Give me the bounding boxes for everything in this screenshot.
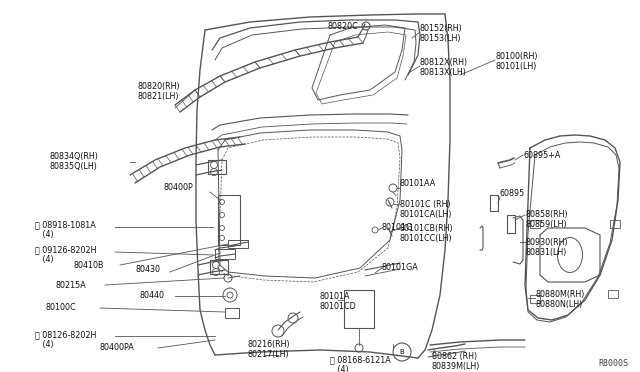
Text: 80216(RH)
80217(LH): 80216(RH) 80217(LH) [248,340,291,359]
Text: Ⓑ 08126-8202H
   (4): Ⓑ 08126-8202H (4) [35,330,97,349]
Text: 80930(RH)
80831(LH): 80930(RH) 80831(LH) [525,238,568,257]
Bar [228,240,248,248]
Text: 80820C: 80820C [328,22,359,31]
Text: 80152(RH)
80153(LH): 80152(RH) 80153(LH) [420,24,463,44]
Text: 60895: 60895 [500,189,525,198]
Bar [225,308,239,318]
Text: 80400P: 80400P [163,183,193,192]
Bar [218,195,240,245]
Text: ⓝ 08918-1081A
   (4): ⓝ 08918-1081A (4) [35,220,96,240]
Text: 80410B: 80410B [73,260,104,269]
Text: 80820(RH)
80821(LH): 80820(RH) 80821(LH) [138,82,180,102]
Bar [608,290,618,298]
Text: 80400PA: 80400PA [100,343,135,353]
Bar [208,160,226,174]
Bar [530,220,540,228]
Text: 80101CB(RH)
80101CC(LH): 80101CB(RH) 80101CC(LH) [400,224,454,243]
Text: 80100(RH)
80101(LH): 80100(RH) 80101(LH) [495,52,538,71]
Text: 80215A: 80215A [55,280,86,289]
Text: Ⓑ 09126-8202H
   (4): Ⓑ 09126-8202H (4) [35,245,97,264]
Text: 80834Q(RH)
80835Q(LH): 80834Q(RH) 80835Q(LH) [50,152,99,171]
Text: 60895+A: 60895+A [523,151,561,160]
Text: 80880M(RH)
80880N(LH): 80880M(RH) 80880N(LH) [535,290,584,310]
Text: R8000S: R8000S [598,359,628,368]
Text: 80101GA: 80101GA [382,263,419,273]
Bar [490,195,498,211]
Text: 80430: 80430 [135,265,160,274]
Text: 80812X(RH)
80813X(LH): 80812X(RH) 80813X(LH) [420,58,468,77]
Text: Ⓑ 08168-6121A
   (4): Ⓑ 08168-6121A (4) [330,355,391,372]
Text: 80101G: 80101G [382,224,413,232]
Text: 80100C: 80100C [45,304,76,312]
Text: 80858(RH)
80859(LH): 80858(RH) 80859(LH) [525,210,568,230]
Text: 80101C (RH)
80101CA(LH): 80101C (RH) 80101CA(LH) [400,200,452,219]
Text: 80440: 80440 [140,292,165,301]
Bar [530,295,540,303]
Bar [215,249,235,259]
Text: 80862 (RH)
80839M(LH): 80862 (RH) 80839M(LH) [432,352,481,371]
Bar [210,260,228,274]
Bar [610,220,620,228]
Text: B: B [399,349,404,355]
Bar [507,215,515,233]
Bar [344,290,374,328]
Text: 80101A
80101CD: 80101A 80101CD [320,292,356,311]
Text: 80101AA: 80101AA [400,179,436,187]
